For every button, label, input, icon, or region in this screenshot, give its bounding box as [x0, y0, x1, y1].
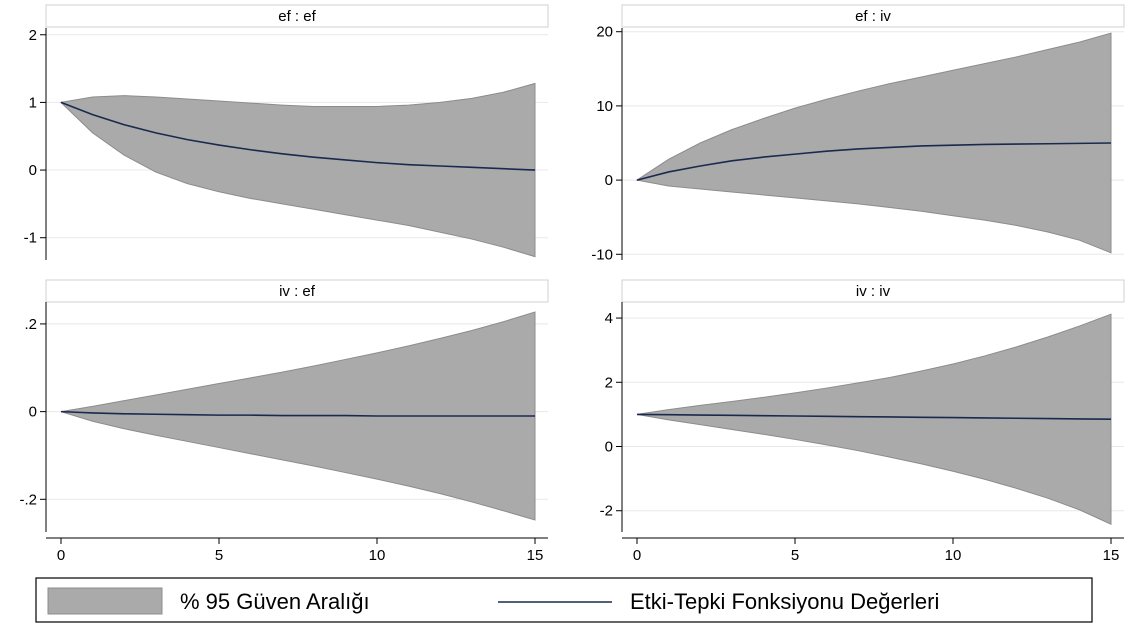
y-tick-label: 0	[29, 162, 37, 179]
panel-ef-iv: ef : iv 20 10 0 -10	[591, 4, 1125, 263]
y-tick-label: 20	[596, 24, 613, 41]
panel-ef-ef: ef : ef 2 1 0 -1	[24, 4, 549, 260]
irf-line	[60, 410, 535, 417]
y-tick-label: -1	[24, 230, 37, 247]
x-tick-label: 0	[633, 547, 641, 564]
y-tick-label: .2	[24, 316, 37, 333]
legend: % 95 Güven Aralığı Etki-Tepki Fonksiyonu…	[35, 577, 1093, 623]
x-tick-label: 15	[1103, 547, 1120, 564]
x-tick-label: 10	[945, 547, 962, 564]
y-tick-label: 4	[605, 310, 613, 327]
y-tick-label: 0	[29, 404, 37, 421]
y-tick-label: 2	[29, 27, 37, 44]
x-tick-label: 5	[215, 547, 223, 564]
x-tick-label: 5	[791, 547, 799, 564]
legend-line-label: Etki-Tepki Fonksiyonu Değerleri	[630, 589, 939, 614]
panel-title-box	[45, 4, 549, 28]
x-tick-label: 15	[527, 547, 544, 564]
y-tick-label: -.2	[19, 491, 37, 508]
panel-title-box	[621, 279, 1125, 303]
y-tick-label: 2	[605, 374, 613, 391]
panel-iv-ef: iv : ef .2 0 -.2 0 5 10 15	[19, 279, 549, 564]
x-tick-label: 0	[57, 547, 65, 564]
irf-line	[636, 413, 1112, 421]
y-tick-label: -10	[591, 246, 613, 263]
panel-title: ef : iv	[855, 8, 891, 25]
panel-title: iv : iv	[856, 283, 891, 300]
irf-line	[636, 142, 1112, 181]
panel-iv-iv: iv : iv 4 2 0 -2 0 5 10 15	[600, 279, 1125, 564]
y-tick-label: -2	[600, 503, 613, 520]
ci-band	[635, 32, 1112, 254]
y-tick-label: 0	[605, 172, 613, 189]
panel-title: iv : ef	[279, 283, 316, 300]
legend-box	[35, 577, 1093, 623]
irf-line	[60, 101, 536, 171]
panel-title: ef : ef	[278, 8, 316, 25]
legend-band-label: % 95 Güven Aralığı	[180, 589, 370, 614]
legend-band-swatch	[47, 587, 163, 615]
x-tick-label: 10	[369, 547, 386, 564]
y-tick-label: 1	[29, 94, 37, 111]
panel-title-box	[621, 4, 1125, 28]
y-tick-label: 10	[596, 98, 613, 115]
panel-title-box	[45, 279, 549, 303]
y-tick-label: 0	[605, 439, 613, 456]
